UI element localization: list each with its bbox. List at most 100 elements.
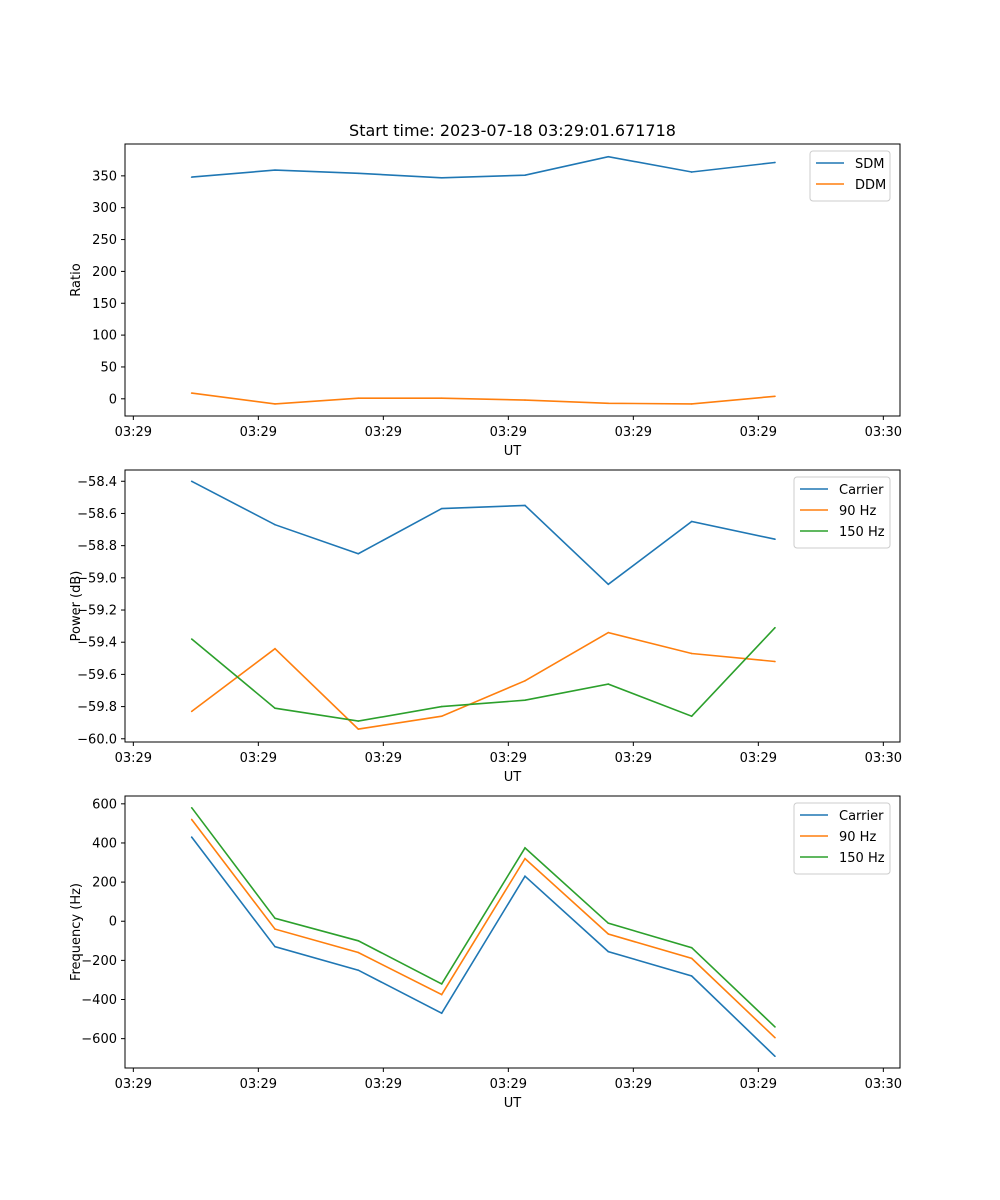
data-point [690,403,693,405]
axes-frame [124,469,901,743]
legend-label: Carrier [839,483,884,498]
data-point [440,1012,443,1015]
data-point [440,715,443,718]
y-tick-label: −58.8 [77,539,117,554]
data-point [190,806,193,809]
data-point [690,975,693,977]
data-point [357,720,360,722]
data-point [274,523,276,526]
y-tick-label: 50 [100,360,117,375]
x-axis-label: UT [504,770,522,785]
data-point [357,969,360,971]
y-tick-label: −59.4 [77,636,117,651]
legend-label: 150 Hz [839,851,885,866]
y-tick-label: −400 [81,993,117,1008]
data-point [524,504,526,507]
data-point [607,950,610,953]
data-point [190,638,193,640]
x-tick-label: 03:30 [865,751,902,766]
x-tick-label: 03:29 [740,751,777,766]
data-point [690,520,693,523]
data-point [357,940,360,942]
data-point [774,538,776,541]
data-point [440,507,443,510]
chart-panel-3: 03:29 03:29 03:29 03:29 03:29 03:29 03:30 −600 −… [69,795,902,1111]
data-point [607,683,610,685]
data-point [524,875,526,878]
x-tick-label: 03:29 [115,751,152,766]
data-point [524,174,526,177]
x-tick-label: 03:29 [365,425,402,440]
data-point [607,922,610,924]
x-axis-label: UT [504,444,522,459]
legend-label: Carrier [839,809,884,824]
y-tick-label: −58.4 [77,475,117,490]
data-point [774,1055,776,1058]
data-point [774,395,776,398]
y-tick-label: −59.0 [77,571,117,586]
series-line-90-hz [191,631,776,730]
data-point [690,957,693,960]
series-line-90-hz [191,819,776,1039]
data-point [190,818,193,821]
legend-label: SDM [855,157,884,172]
x-tick-label: 03:29 [490,425,527,440]
axes-frame [124,143,901,417]
data-point [357,951,360,954]
data-point [524,680,526,682]
y-tick-label: 0 [109,392,117,407]
y-tick-label: 250 [92,233,117,248]
series-line-sdm [191,155,776,179]
chart-title: Start time: 2023-07-18 03:29:01.671718 [349,121,676,140]
series-line-150-hz [191,627,776,722]
data-point [690,171,693,173]
data-point [190,392,193,394]
data-point [607,155,610,158]
data-point [357,397,360,399]
series-line-carrier [191,836,776,1057]
y-tick-label: −59.8 [77,700,117,715]
data-point [274,707,276,710]
x-tick-label: 03:30 [865,425,902,440]
data-point [690,652,693,655]
legend-label: 150 Hz [839,525,885,540]
data-point [524,399,526,401]
data-point [274,403,276,405]
y-tick-label: 100 [92,329,117,344]
data-point [524,699,526,701]
data-point [440,993,443,996]
series-line-carrier [191,480,776,586]
data-point [774,626,776,629]
x-tick-label: 03:29 [115,1077,152,1092]
data-point [274,169,276,171]
legend: SDM DDM [809,150,891,202]
x-tick-label: 03:29 [240,425,277,440]
x-axis-label: UT [504,1096,522,1111]
legend-label: DDM [855,178,886,193]
y-tick-label: 350 [92,169,117,184]
y-axis-label: Ratio [69,263,84,296]
y-tick-label: −59.6 [77,668,117,683]
data-point [190,836,193,838]
y-tick-label: −58.6 [77,507,117,522]
x-tick-label: 03:29 [240,1077,277,1092]
data-point [774,1036,776,1039]
y-tick-label: −200 [81,954,117,969]
data-point [190,710,193,713]
x-tick-label: 03:29 [490,751,527,766]
series-line-150-hz [191,807,776,1028]
data-point [357,728,360,730]
y-tick-label: 0 [109,915,117,930]
data-point [274,928,276,930]
y-tick-label: 200 [92,876,117,891]
y-tick-label: 300 [92,201,117,216]
data-point [357,172,360,175]
x-tick-label: 03:29 [615,751,652,766]
x-tick-label: 03:29 [615,1077,652,1092]
y-tick-label: 150 [92,297,117,312]
data-point [274,917,276,920]
data-point [607,631,610,634]
data-point [774,161,776,164]
data-point [690,946,693,949]
